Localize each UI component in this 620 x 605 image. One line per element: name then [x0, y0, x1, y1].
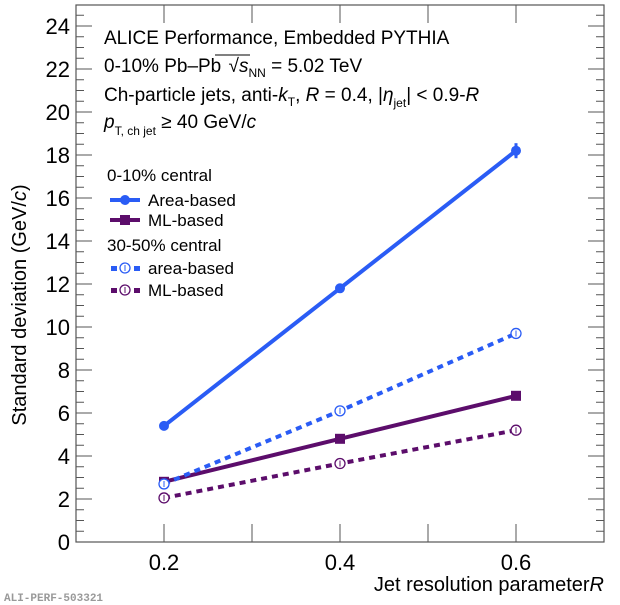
y-axis-title: Standard deviation (GeV/c) — [9, 184, 31, 425]
legend: 0-10% central Area-based ML-based 30-50%… — [107, 166, 236, 300]
y-tick-label: 20 — [46, 100, 70, 125]
legend-label: ML-based — [148, 281, 224, 300]
legend-line-segment — [134, 266, 140, 271]
legend-group-title: 0-10% central — [107, 166, 212, 185]
y-tick-label: 4 — [58, 444, 70, 469]
legend-entry — [111, 262, 140, 274]
y-tick-label: 24 — [46, 14, 70, 39]
y-tick-label: 10 — [46, 315, 70, 340]
annotation-pt-cut: pT, ch jet ≥ 40 GeV/c — [103, 112, 257, 138]
y-tick-label: 6 — [58, 401, 70, 426]
legend-entry — [110, 195, 140, 205]
annotation-experiment: ALICE Performance, Embedded PYTHIA — [104, 28, 450, 49]
series-area-based-0-10 — [159, 143, 521, 431]
legend-label: area-based — [148, 259, 234, 278]
data-point — [335, 433, 345, 444]
y-tick-label: 8 — [58, 358, 70, 383]
y-tick-label: 22 — [46, 57, 70, 82]
annotation-jet-def: Ch-particle jets, anti-kT, R = 0.4, |ηje… — [104, 85, 480, 110]
x-tick-label: 0.6 — [501, 550, 532, 575]
series-layer — [158, 143, 522, 504]
legend-marker — [120, 195, 130, 205]
y-tick-label: 16 — [46, 186, 70, 211]
x-tick-label: 0.2 — [149, 550, 180, 575]
legend-group-title: 30-50% central — [107, 236, 221, 255]
watermark: ALI-PERF-503321 — [4, 593, 103, 605]
legend-label: ML-based — [148, 211, 224, 230]
x-tick-label: 0.4 — [325, 550, 356, 575]
legend-line-segment — [111, 288, 117, 293]
y-tick-label: 2 — [58, 487, 70, 512]
data-point — [159, 420, 169, 431]
legend-label: Area-based — [148, 191, 236, 210]
legend-entry — [111, 284, 140, 296]
annotation-collision: 0-10% Pb–Pb √sNN = 5.02 TeV — [104, 56, 362, 80]
legend-line-segment — [111, 266, 117, 271]
data-point — [335, 283, 345, 294]
legend-marker — [120, 215, 130, 225]
y-tick-label: 12 — [46, 272, 70, 297]
data-point — [511, 145, 521, 156]
y-tick-label: 18 — [46, 143, 70, 168]
series-area-based-30-50 — [158, 327, 522, 490]
data-point — [511, 390, 521, 401]
x-axis-title: Jet resolution parameterR — [374, 574, 604, 596]
y-tick-label: 0 — [58, 530, 70, 555]
legend-line-segment — [134, 288, 140, 293]
series-ml-based-30-50 — [158, 424, 522, 504]
legend-entry — [110, 215, 140, 225]
y-tick-label: 14 — [46, 229, 70, 254]
